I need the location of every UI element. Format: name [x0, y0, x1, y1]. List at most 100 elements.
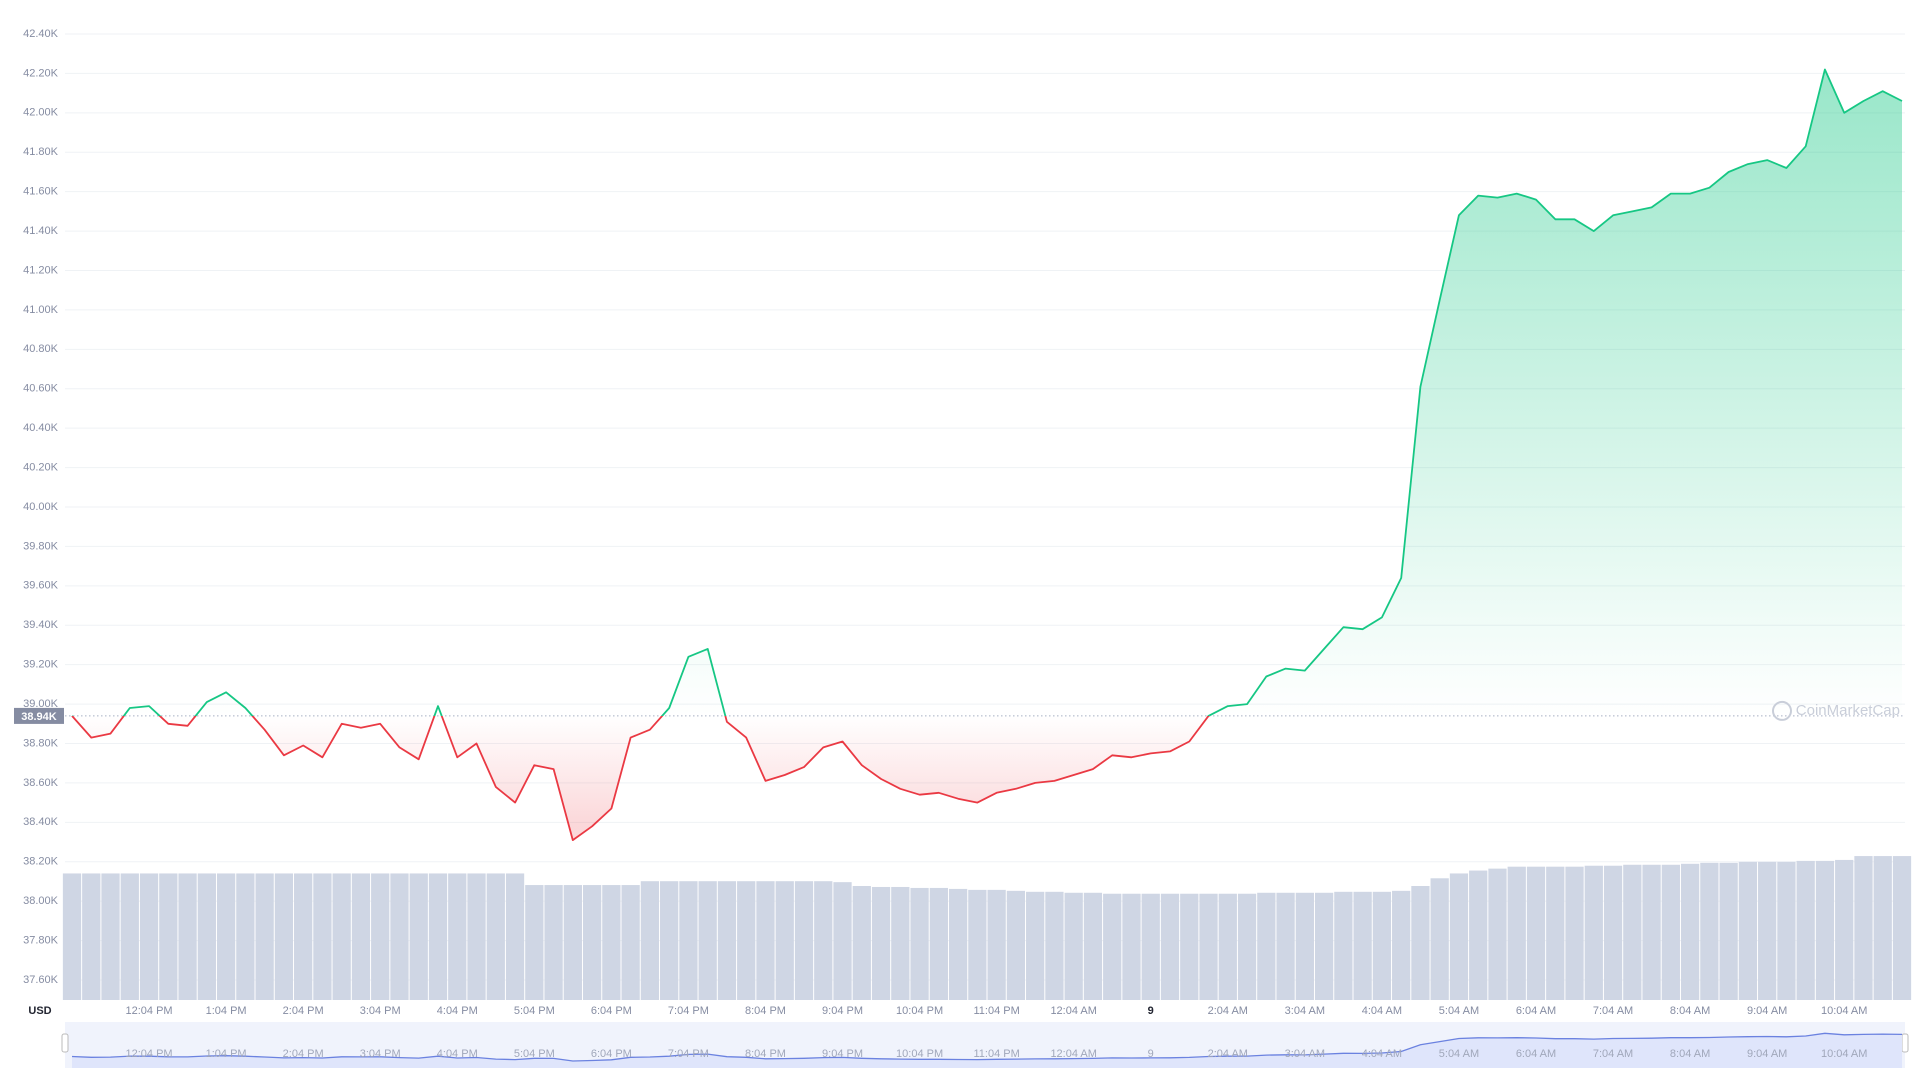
volume-bar [313, 873, 332, 1000]
volume-bar [1083, 892, 1103, 1000]
x-tick-label: 3:04 PM [360, 1005, 401, 1017]
volume-bar [737, 881, 756, 1000]
volume-bar [1411, 886, 1430, 1000]
volume-bar [1680, 863, 1700, 1000]
y-tick-label: 42.40K [23, 28, 59, 40]
volume-bar [197, 873, 216, 1000]
volume-bar [698, 881, 717, 1000]
y-tick-label: 41.40K [23, 225, 59, 237]
volume-bar [371, 873, 390, 1000]
y-tick-label: 37.60K [23, 974, 59, 986]
volume-bar [1603, 865, 1623, 1000]
volume-bar [602, 885, 621, 1000]
volume-bar [1854, 856, 1873, 1000]
volume-bar [1026, 891, 1045, 1000]
x-tick-label: 5:04 AM [1439, 1005, 1479, 1017]
line-layer: 38.94K CoinMarketCap 12:04 PM 1:04 PM 2:04 P… [14, 68, 1905, 1017]
volume-bar [1180, 893, 1199, 1000]
navigator-label: 9:04 PM [822, 1048, 863, 1060]
y-tick-label: 40.60K [23, 383, 59, 395]
navigator-label: 8:04 PM [745, 1048, 786, 1060]
x-tick-label: 9:04 PM [822, 1005, 863, 1017]
y-tick-label: 42.20K [23, 67, 59, 79]
volume-bar [1430, 878, 1449, 1000]
navigator-layer: 12:04 PM 1:04 PM 2:04 PM 3:04 PM 4:04 PM 5:04… [71, 1032, 1903, 1068]
volume-bar [1045, 891, 1064, 1000]
volume-bar [216, 873, 236, 1000]
y-tick-label: 38.00K [23, 895, 59, 907]
volume-bar [1892, 856, 1912, 1000]
volume-bar [1392, 890, 1411, 1000]
volume-bar [120, 873, 139, 1000]
navigator-line [71, 1032, 1903, 1062]
volume-bar [814, 881, 833, 1000]
volume-bar [679, 881, 698, 1000]
x-tick-label: 10:04 PM [896, 1005, 943, 1017]
x-tick-label: 5:04 PM [514, 1005, 555, 1017]
volume-bar [1796, 860, 1815, 1000]
x-tick-label: 6:04 PM [591, 1005, 632, 1017]
volume-bar [717, 881, 737, 1000]
volume-bar [1507, 866, 1526, 1000]
navigator-label: 5:04 PM [514, 1048, 555, 1060]
volume-bar [1199, 893, 1218, 1000]
volume-bar [1546, 866, 1565, 1000]
navigator-label: 4:04 PM [437, 1048, 478, 1060]
navigator-label: 10:04 PM [896, 1048, 943, 1060]
y-tick-label: 39.20K [23, 659, 59, 671]
y-tick-label: 38.20K [23, 856, 59, 868]
navigator-label: 10:04 AM [1821, 1048, 1867, 1060]
volume-bar [968, 889, 987, 1000]
navigator-label: 12:04 PM [126, 1048, 173, 1060]
navigator-handle[interactable] [61, 1033, 69, 1053]
volume-bar [1276, 892, 1295, 1000]
navigator-label: 11:04 PM [973, 1048, 1019, 1060]
volume-bar [621, 885, 640, 1000]
volume-bar [1584, 865, 1603, 1000]
volume-bar [1314, 892, 1334, 1000]
y-tick-label: 41.60K [23, 186, 59, 198]
volume-bar [1064, 892, 1083, 1000]
volume-bar [82, 873, 101, 1000]
navigator-label: 2:04 AM [1208, 1048, 1248, 1060]
y-tick-label: 38.80K [23, 737, 59, 749]
volume-bar [1353, 891, 1372, 1000]
x-tick-label: 2:04 PM [283, 1005, 324, 1017]
y-tick-label: 38.60K [23, 777, 59, 789]
volume-bar [1565, 866, 1584, 1000]
volume-bar [351, 873, 371, 1000]
volume-bar [756, 881, 775, 1000]
volume-bar [1700, 862, 1719, 1000]
y-tick-label: 39.40K [23, 619, 59, 631]
volume-bar [1237, 893, 1257, 1000]
volume-bar [274, 873, 294, 1000]
volume-bar [139, 873, 159, 1000]
x-tick-label: 11:04 PM [973, 1005, 1019, 1017]
volume-bar [1469, 870, 1488, 1000]
x-tick-label: 10:04 AM [1821, 1005, 1867, 1017]
x-tick-label: 2:04 AM [1208, 1005, 1248, 1017]
volume-bar [563, 885, 582, 1000]
x-tick-label: 6:04 AM [1516, 1005, 1556, 1017]
volume-bar [525, 885, 544, 1000]
volume-bar [794, 881, 814, 1000]
y-tick-label: 41.00K [23, 304, 59, 316]
volume-bar [1623, 864, 1642, 1000]
volume-bar [1122, 893, 1141, 1000]
volume-bar [660, 881, 679, 1000]
volume-bar [775, 881, 794, 1000]
volume-bar [1777, 861, 1796, 1000]
volume-bar [1160, 893, 1180, 1000]
x-tick-label: 7:04 AM [1593, 1005, 1633, 1017]
volume-bar [101, 873, 120, 1000]
navigator-label: 8:04 AM [1670, 1048, 1710, 1060]
volume-bar [1738, 861, 1758, 1000]
reference-label: 38.94K [21, 711, 57, 723]
navigator-handle[interactable] [1901, 1033, 1909, 1053]
y-tick-label: 42.00K [23, 107, 59, 119]
volume-bar [1873, 856, 1892, 1000]
navigator-label: 9:04 AM [1747, 1048, 1787, 1060]
volume-bar [1815, 860, 1835, 1000]
